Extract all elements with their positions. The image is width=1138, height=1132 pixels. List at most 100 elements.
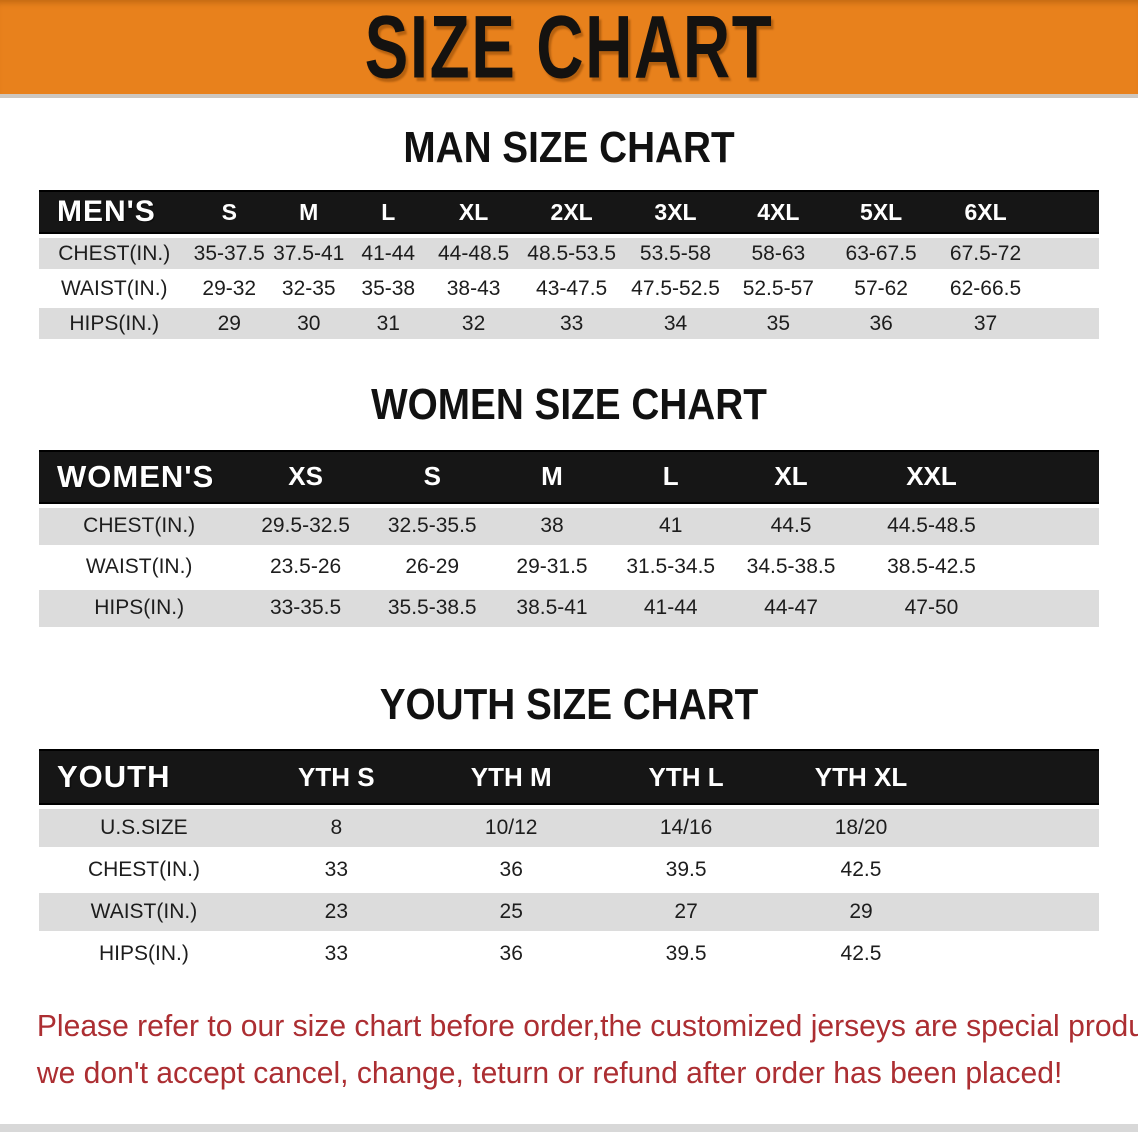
size-cell: 47.5-52.5 (624, 273, 727, 305)
size-cell: 43-47.5 (519, 273, 625, 305)
row-label: CHEST(IN.) (39, 238, 190, 270)
size-cell: 33 (519, 308, 625, 340)
row-spacer (948, 851, 1099, 890)
size-cell: 62-66.5 (932, 273, 1039, 305)
size-cell: 38.5-42.5 (851, 548, 1011, 586)
row-label: U.S.SIZE (39, 809, 249, 848)
size-cell: 52.5-57 (726, 273, 830, 305)
size-cell: 44.5-48.5 (851, 507, 1011, 545)
youth-header-row: YOUTH YTH S YTH M YTH L YTH XL (39, 749, 1099, 806)
size-cell: 35.5-38.5 (371, 589, 493, 627)
size-cell: 36 (423, 935, 599, 974)
size-cell: 33 (248, 851, 424, 890)
table-row: CHEST(IN.) 29.5-32.5 32.5-35.5 38 41 44.… (39, 507, 1099, 545)
size-cell: 8 (248, 809, 424, 848)
table-row: U.S.SIZE 8 10/12 14/16 18/20 (39, 809, 1099, 848)
header-spacer (1010, 449, 1099, 504)
size-cell: 10/12 (423, 809, 599, 848)
size-cell: 30 (269, 308, 349, 340)
size-cell: 27 (598, 893, 774, 932)
column-header: S (189, 190, 270, 235)
size-cell: 44.5 (730, 507, 852, 545)
table-row: WAIST(IN.) 29-32 32-35 35-38 38-43 43-47… (39, 273, 1099, 305)
size-cell: 41 (611, 507, 731, 545)
column-header: YTH L (598, 749, 774, 806)
size-cell: 47-50 (851, 589, 1011, 627)
size-cell: 42.5 (773, 935, 949, 974)
size-cell: 48.5-53.5 (519, 238, 625, 270)
disclaimer-line-1: Please refer to our size chart before or… (36, 1008, 1138, 1044)
men-header-row: MEN'S S M L XL 2XL 3XL 4XL 5XL 6XL (39, 190, 1099, 235)
row-spacer (948, 809, 1099, 848)
size-cell: 58-63 (726, 238, 830, 270)
youth-table-title-cell: YOUTH (39, 749, 249, 806)
size-cell: 44-47 (730, 589, 852, 627)
women-size-table: WOMEN'S XS S M L XL XXL CHEST(IN.) 29.5-… (39, 446, 1099, 631)
column-header: L (611, 449, 731, 504)
table-row: CHEST(IN.) 33 36 39.5 42.5 (39, 851, 1099, 890)
size-cell: 57-62 (829, 273, 933, 305)
size-cell: 34 (624, 308, 727, 340)
size-cell: 38-43 (428, 273, 520, 305)
column-header: 6XL (932, 190, 1039, 235)
size-cell: 36 (423, 851, 599, 890)
size-cell: 33-35.5 (239, 589, 372, 627)
size-cell: 37.5-41 (269, 238, 349, 270)
size-cell: 18/20 (773, 809, 949, 848)
youth-section-title: YOUTH SIZE CHART (379, 679, 759, 729)
size-cell: 31 (348, 308, 429, 340)
size-cell: 37 (932, 308, 1039, 340)
size-cell: 23.5-26 (239, 548, 372, 586)
size-cell: 39.5 (598, 851, 774, 890)
disclaimer-note: Please refer to our size chart before or… (0, 1003, 1138, 1096)
size-cell: 29-32 (189, 273, 270, 305)
disclaimer-line-2: we don't accept cancel, change, teturn o… (36, 1054, 1063, 1090)
women-header-row: WOMEN'S XS S M L XL XXL (39, 449, 1099, 504)
size-cell: 23 (248, 893, 424, 932)
column-header: 2XL (519, 190, 625, 235)
size-cell: 41-44 (348, 238, 429, 270)
row-label: HIPS(IN.) (39, 935, 249, 974)
size-cell: 44-48.5 (428, 238, 520, 270)
size-cell: 39.5 (598, 935, 774, 974)
table-row: WAIST(IN.) 23 25 27 29 (39, 893, 1099, 932)
size-cell: 29-31.5 (492, 548, 612, 586)
column-header: XL (730, 449, 852, 504)
men-size-table: MEN'S S M L XL 2XL 3XL 4XL 5XL 6XL CHEST… (39, 186, 1099, 343)
header-spacer (948, 749, 1099, 806)
youth-size-table: YOUTH YTH S YTH M YTH L YTH XL U.S.SIZE … (39, 745, 1099, 977)
row-spacer (1038, 273, 1099, 305)
row-label: CHEST(IN.) (39, 851, 249, 890)
row-spacer (1038, 308, 1099, 340)
size-cell: 36 (829, 308, 933, 340)
row-label: WAIST(IN.) (39, 273, 190, 305)
size-cell: 29 (773, 893, 949, 932)
size-cell: 32 (428, 308, 520, 340)
row-label: WAIST(IN.) (39, 548, 240, 586)
column-header: M (269, 190, 349, 235)
size-cell: 41-44 (611, 589, 731, 627)
row-label: WAIST(IN.) (39, 893, 249, 932)
size-cell: 29.5-32.5 (239, 507, 372, 545)
row-spacer (1010, 548, 1099, 586)
row-spacer (1010, 507, 1099, 545)
table-row: CHEST(IN.) 35-37.5 37.5-41 41-44 44-48.5… (39, 238, 1099, 270)
men-table-title-cell: MEN'S (39, 190, 190, 235)
size-cell: 35-38 (348, 273, 429, 305)
banner-title: SIZE CHART (364, 0, 774, 97)
size-cell: 63-67.5 (829, 238, 933, 270)
table-row: WAIST(IN.) 23.5-26 26-29 29-31.5 31.5-34… (39, 548, 1099, 586)
header-spacer (1038, 190, 1099, 235)
column-header: XS (239, 449, 372, 504)
column-header: M (492, 449, 612, 504)
women-section-title: WOMEN SIZE CHART (371, 380, 767, 430)
size-cell: 67.5-72 (932, 238, 1039, 270)
column-header: S (371, 449, 493, 504)
size-cell: 34.5-38.5 (730, 548, 852, 586)
size-cell: 38.5-41 (492, 589, 612, 627)
size-cell: 32-35 (269, 273, 349, 305)
size-cell: 25 (423, 893, 599, 932)
size-cell: 26-29 (371, 548, 493, 586)
size-cell: 14/16 (598, 809, 774, 848)
